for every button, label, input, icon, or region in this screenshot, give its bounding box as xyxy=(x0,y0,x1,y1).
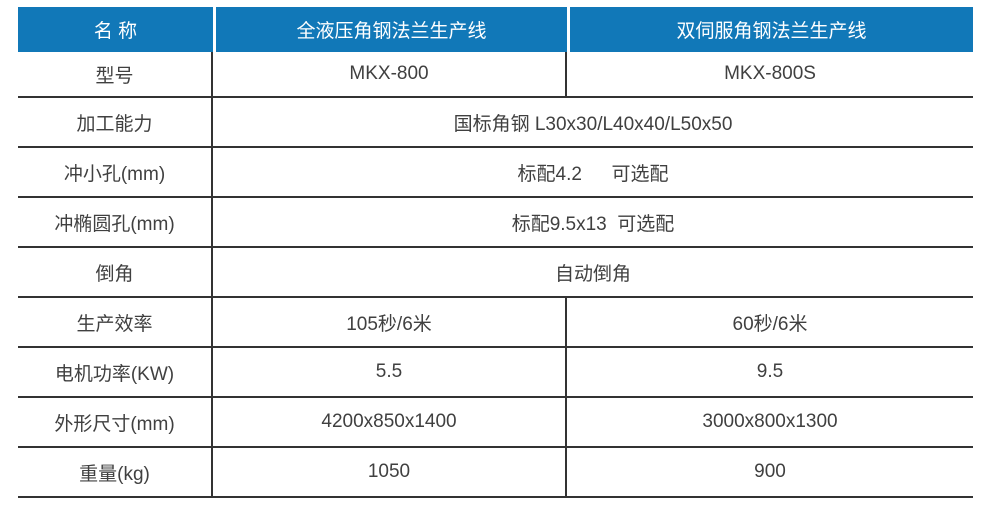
table-row: 加工能力 国标角钢 L30x30/L40x40/L50x50 xyxy=(18,98,973,148)
table-row: 倒角 自动倒角 xyxy=(18,248,973,298)
cell-value: 5.5 xyxy=(213,348,567,396)
row-label: 冲小孔(mm) xyxy=(18,148,213,196)
cell-value: 自动倒角 xyxy=(554,263,631,285)
cell-value: 标配9.5x13 可选配 xyxy=(511,213,675,235)
cell-value: 60秒/6米 xyxy=(732,313,808,335)
table-row: 生产效率 105秒/6米 60秒/6米 xyxy=(18,298,973,348)
header-cell-line1: 全液压角钢法兰生产线 xyxy=(213,7,567,52)
row-label: 电机功率(KW) xyxy=(18,348,213,396)
cell-value: 9.5 xyxy=(756,361,784,382)
table-row: 型号 MKX-800 MKX-800S xyxy=(18,52,973,98)
row-label: 型号 xyxy=(18,52,213,96)
header-cell-line2: 双伺服角钢法兰生产线 xyxy=(567,7,973,52)
table-row: 电机功率(KW) 5.5 9.5 xyxy=(18,348,973,398)
cell-value: 3000x800x1300 xyxy=(702,411,838,432)
table-header-row: 名 称 全液压角钢法兰生产线 双伺服角钢法兰生产线 xyxy=(18,7,973,52)
row-label: 重量(kg) xyxy=(18,448,213,496)
cell-value: MKX-800S xyxy=(724,63,816,84)
cell-value: 国标角钢 L30x30/L40x40/L50x50 xyxy=(453,113,733,135)
table-row: 外形尺寸(mm) 4200x850x1400 3000x800x1300 xyxy=(18,398,973,448)
cell-value: 900 xyxy=(754,461,786,482)
row-label: 外形尺寸(mm) xyxy=(18,398,213,446)
cell-value: MKX-800 xyxy=(213,52,567,96)
cell-value: 1050 xyxy=(213,448,567,496)
row-label: 加工能力 xyxy=(18,98,213,146)
row-label: 冲椭圆孔(mm) xyxy=(18,198,213,246)
cell-value: 4200x850x1400 xyxy=(213,398,567,446)
table-row: 重量(kg) 1050 900 xyxy=(18,448,973,498)
header-cell-name: 名 称 xyxy=(18,7,213,52)
cell-value: 标配4.2 可选配 xyxy=(517,163,669,185)
row-label: 生产效率 xyxy=(18,298,213,346)
spec-table: 名 称 全液压角钢法兰生产线 双伺服角钢法兰生产线 型号 MKX-800 MKX… xyxy=(18,7,973,498)
cell-value: 105秒/6米 xyxy=(213,298,567,346)
table-row: 冲椭圆孔(mm) 标配9.5x13 可选配 xyxy=(18,198,973,248)
table-row: 冲小孔(mm) 标配4.2 可选配 xyxy=(18,148,973,198)
row-label: 倒角 xyxy=(18,248,213,296)
